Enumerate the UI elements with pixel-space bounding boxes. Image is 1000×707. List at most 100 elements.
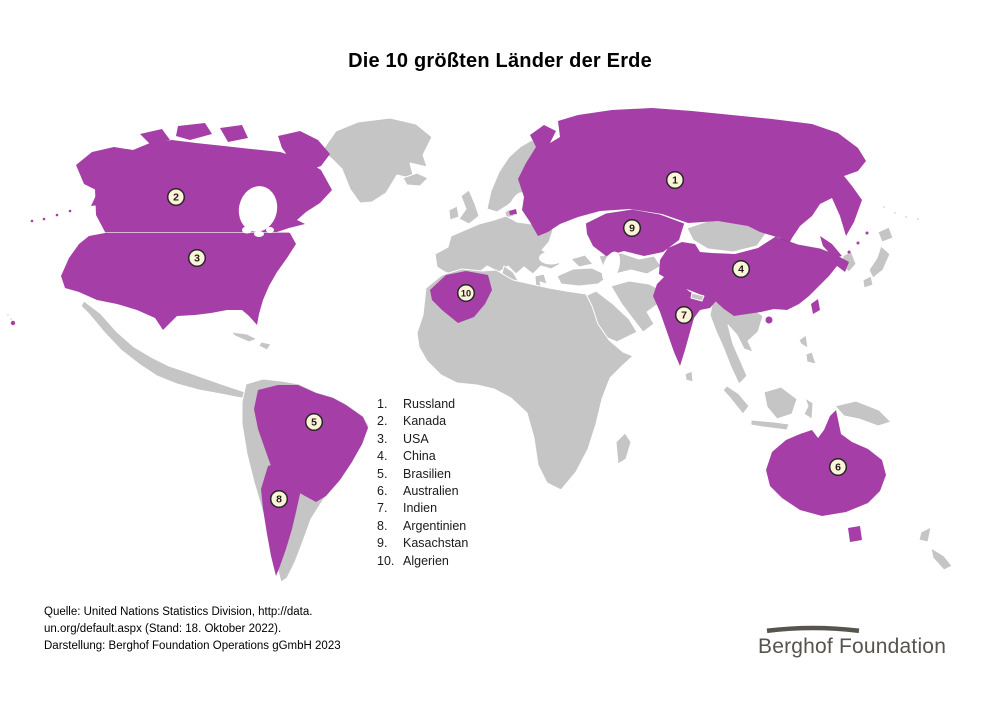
svg-text:10: 10 [461, 289, 471, 299]
berghof-foundation-logo: Berghof Foundation [758, 624, 968, 659]
legend-rank: 8. [377, 518, 388, 533]
logo-bar-icon [766, 625, 860, 633]
source-note: Quelle: United Nations Statistics Divisi… [44, 606, 341, 652]
map-marker-5: 5 [304, 412, 324, 432]
svg-text:6: 6 [835, 462, 841, 474]
page-title: Die 10 größten Länder der Erde [348, 50, 652, 72]
legend-rank: 4. [377, 449, 388, 464]
map-caucasus [570, 254, 594, 268]
map-kuril-islands [847, 250, 851, 254]
svg-text:1: 1 [672, 175, 678, 187]
legend-country-name: Kasachstan [403, 536, 469, 551]
legend-rank: 9. [377, 536, 388, 551]
legend-item: 3. USA [377, 431, 468, 448]
map-small-highlighted-islands [509, 209, 869, 324]
map-kuril-islands [856, 241, 860, 245]
map-hainan [765, 316, 773, 324]
map-marker-10: 10 [456, 283, 476, 303]
map-sumatra [722, 385, 750, 415]
legend-rank: 10. [377, 553, 395, 568]
map-great-lakes [266, 227, 274, 233]
svg-text:9: 9 [629, 223, 635, 235]
map-iran-pakistan [610, 280, 666, 333]
map-highlighted-countries [10, 108, 886, 576]
legend-item: 9. Kasachstan [377, 535, 468, 552]
legend-country-name: Algerien [403, 553, 449, 568]
svg-text:5: 5 [311, 417, 317, 429]
map-taiwan [811, 299, 820, 314]
map-africa [416, 268, 634, 491]
map-marker-2: 2 [166, 187, 186, 207]
map-china [659, 237, 849, 316]
world-map: 1 2 3 4 5 6 7 8 9 10 [6, 108, 953, 583]
map-madagascar [615, 432, 632, 465]
legend-country-name: Kanada [403, 414, 447, 429]
map-seas [238, 186, 621, 283]
map-iceland [402, 172, 429, 187]
svg-text:3: 3 [194, 253, 200, 265]
legend-rank: 2. [377, 414, 388, 429]
map-sulawesi [803, 397, 814, 420]
legend-rank: 1. [377, 397, 388, 411]
country-ranking-legend: 1. Russland 2. Kanada 3. USA 4. China 5. Brasilie… [377, 396, 468, 570]
map-tasmania [848, 526, 862, 542]
legend-rank: 5. [377, 466, 388, 481]
map-usa-aleutian-chain [30, 209, 72, 223]
legend-item: 7. Indien [377, 500, 468, 517]
map-marker-8: 8 [269, 489, 289, 509]
map-canada-arctic-islands [140, 123, 330, 172]
map-new-zealand [918, 526, 953, 571]
map-usa [61, 233, 296, 330]
map-hawaii [10, 320, 16, 326]
map-aleutian-islands [6, 205, 920, 321]
map-hudson-bay [238, 186, 278, 232]
map-new-guinea [834, 400, 892, 427]
legend-item: 2. Kanada [377, 413, 468, 430]
map-sakhalin [820, 236, 842, 258]
logo-text: Berghof Foundation [758, 635, 947, 658]
map-border-russia-kazakhstan [585, 209, 685, 225]
legend-country-name: Indien [403, 501, 438, 516]
legend-item: 5. Brasilien [377, 466, 468, 483]
map-sri-lanka [684, 370, 694, 383]
map-great-lakes [254, 231, 264, 237]
map-kaliningrad [509, 209, 517, 215]
map-borneo [763, 386, 798, 420]
map-greenland [321, 117, 433, 204]
map-great-lakes [242, 226, 252, 234]
map-marker-1: 1 [665, 170, 685, 190]
map-argentina [261, 462, 306, 576]
legend-item: 1. Russland [377, 396, 468, 413]
map-marker-6: 6 [828, 457, 848, 477]
map-uk [458, 189, 480, 225]
legend-item: 6. Australien [377, 483, 468, 500]
map-marker-3: 3 [187, 248, 207, 268]
map-australia [766, 410, 886, 516]
svg-text:8: 8 [276, 494, 282, 506]
map-turkey [556, 267, 610, 287]
map-java [750, 419, 790, 431]
map-nepal [690, 292, 705, 302]
map-russia [518, 108, 866, 246]
legend-rank: 3. [377, 431, 388, 446]
map-ireland [448, 205, 460, 221]
svg-text:4: 4 [738, 264, 744, 276]
svg-text:7: 7 [681, 310, 687, 322]
legend-country-name: USA [403, 431, 429, 446]
map-philippines [798, 334, 817, 365]
legend-rank: 7. [377, 501, 388, 516]
map-baltic-sea [509, 192, 523, 212]
map-markers: 1 2 3 4 5 6 7 8 9 10 [166, 170, 848, 509]
legend-item: 4. China [377, 448, 468, 465]
legend-country-name: Australien [403, 484, 459, 499]
map-marker-4: 4 [731, 259, 751, 279]
map-black-sea [539, 251, 563, 265]
map-marker-7: 7 [674, 305, 694, 325]
map-marker-9: 9 [622, 218, 642, 238]
svg-text:2: 2 [173, 192, 179, 204]
legend-item: 8. Argentinien [377, 518, 468, 535]
map-japan [862, 226, 894, 289]
map-kuril-islands [865, 231, 869, 235]
map-caspian-sea [601, 251, 621, 283]
